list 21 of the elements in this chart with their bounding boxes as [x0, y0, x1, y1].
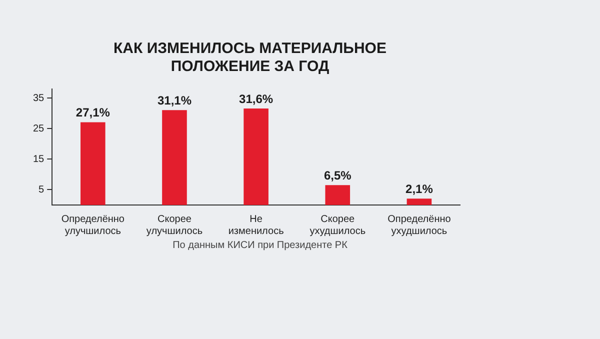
x-tick-label: Определённо улучшилось — [61, 214, 125, 237]
x-tick-label: Определённо ухудшилось — [388, 214, 452, 237]
bar — [80, 122, 106, 205]
data-label: 31,6% — [239, 92, 274, 106]
data-label: 2,1% — [406, 182, 434, 196]
data-label: 6,5% — [324, 168, 352, 182]
bar — [162, 110, 187, 205]
x-tick-label: Не изменилось — [228, 214, 284, 237]
bar — [325, 185, 350, 205]
data-label: 27,1% — [76, 106, 110, 120]
y-tick-label: 5 — [38, 184, 45, 196]
chart-title: КАК ИЗМЕНИЛОСЬ МАТЕРИАЛЬНОЕ ПОЛОЖЕНИЕ ЗА ГОД — [112, 40, 388, 76]
x-tick-label: Скорее улучшилось — [146, 214, 203, 237]
data-label: 31,1% — [157, 93, 192, 108]
y-tick-label: 15 — [33, 154, 45, 165]
bar — [244, 108, 268, 205]
y-tick-label: 25 — [33, 123, 45, 134]
y-tick-label: 35 — [33, 92, 45, 104]
bar — [406, 198, 432, 205]
x-tick-label: Скорее ухудшилось — [310, 214, 366, 237]
text: По данным КИСИ при Президенте РК — [172, 240, 348, 251]
